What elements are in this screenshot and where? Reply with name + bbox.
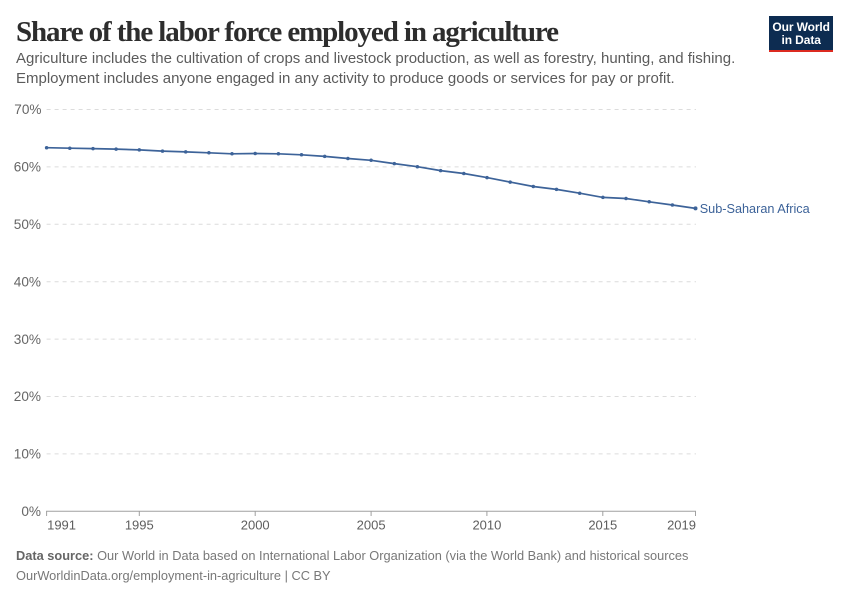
svg-text:2010: 2010 bbox=[472, 518, 501, 533]
svg-text:1991: 1991 bbox=[47, 518, 76, 533]
svg-text:10%: 10% bbox=[14, 447, 41, 462]
svg-text:70%: 70% bbox=[14, 102, 41, 117]
svg-text:30%: 30% bbox=[14, 332, 41, 347]
svg-text:2005: 2005 bbox=[357, 518, 386, 533]
svg-text:Sub-Saharan Africa: Sub-Saharan Africa bbox=[700, 202, 811, 216]
svg-text:0%: 0% bbox=[21, 504, 41, 519]
svg-text:2015: 2015 bbox=[588, 518, 617, 533]
svg-text:20%: 20% bbox=[14, 389, 41, 404]
svg-text:2000: 2000 bbox=[241, 518, 270, 533]
svg-text:60%: 60% bbox=[14, 160, 41, 175]
svg-text:2019: 2019 bbox=[667, 518, 696, 533]
svg-text:1995: 1995 bbox=[125, 518, 154, 533]
svg-text:40%: 40% bbox=[14, 274, 41, 289]
svg-text:50%: 50% bbox=[14, 217, 41, 232]
